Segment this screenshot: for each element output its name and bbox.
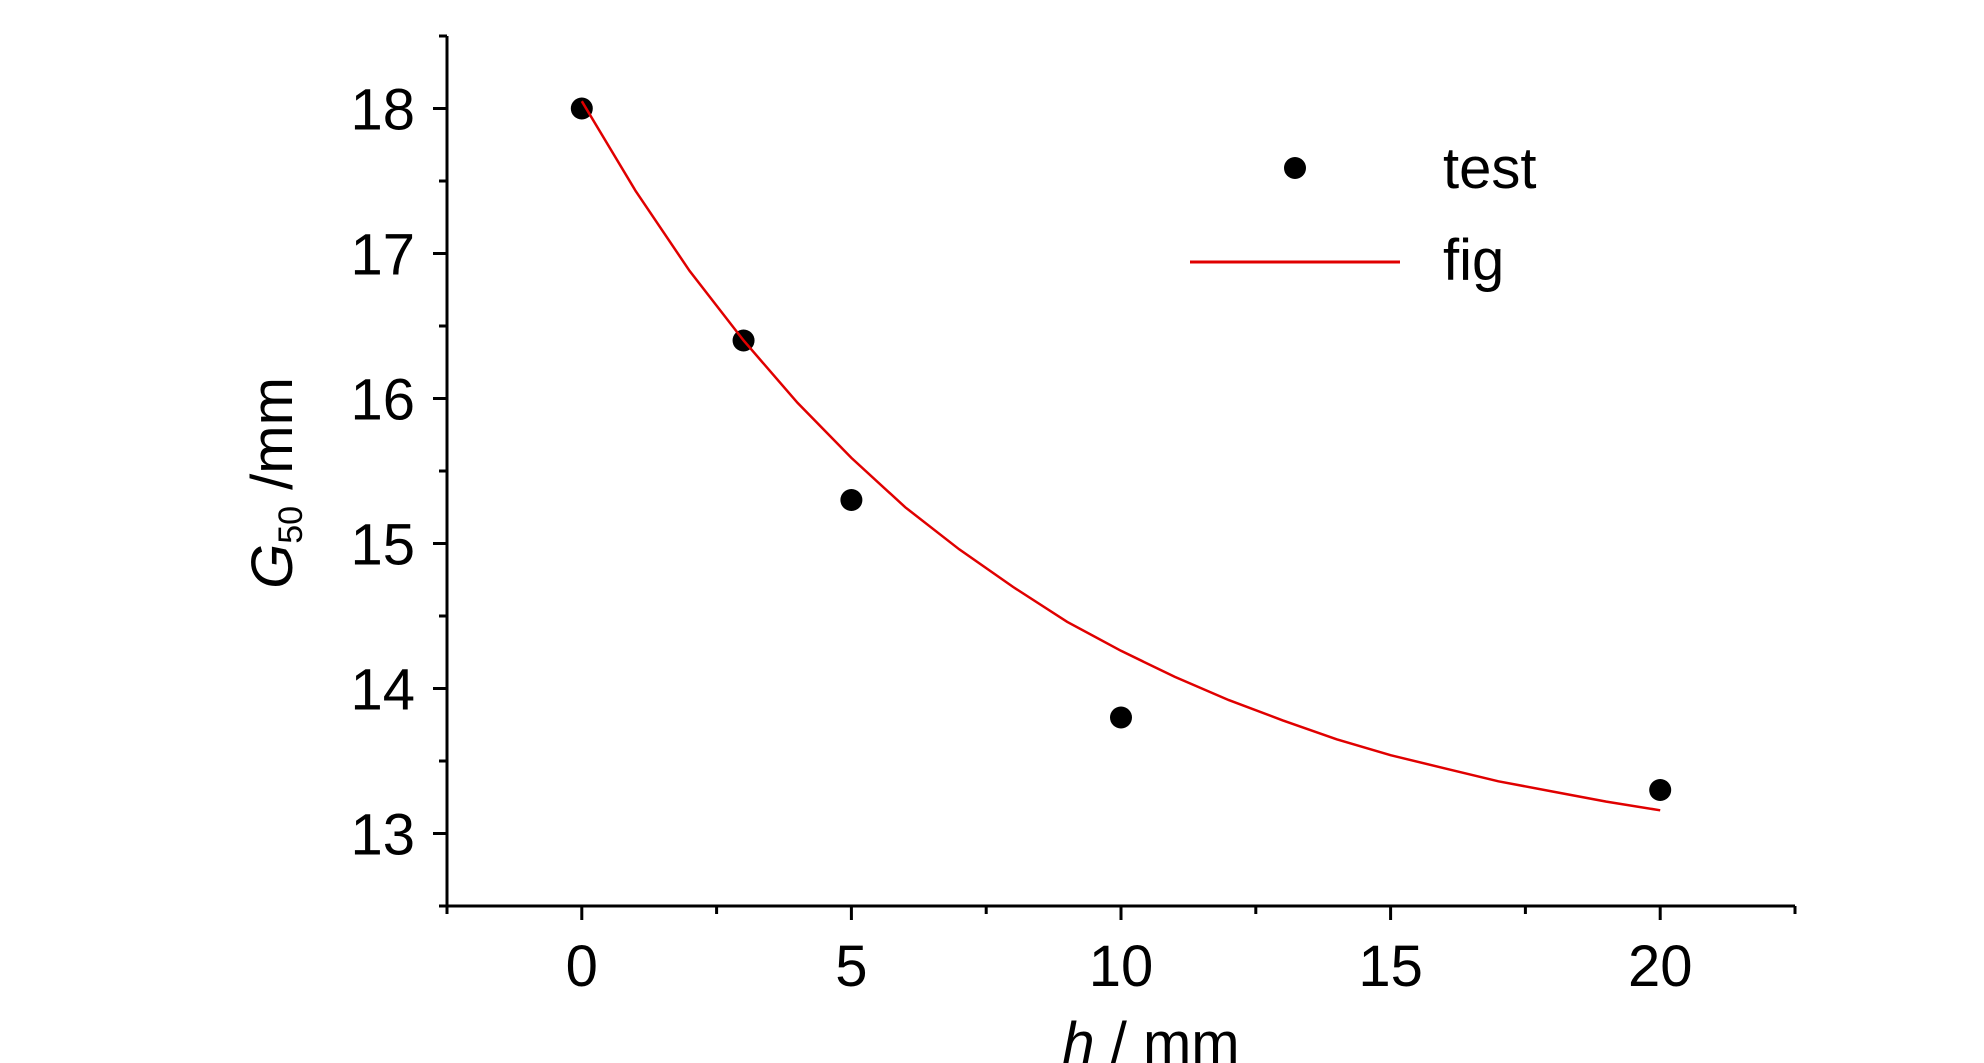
data-point-test bbox=[1110, 706, 1132, 729]
y-tick-label: 15 bbox=[350, 513, 415, 578]
x-axis-title-unit: / mm bbox=[1095, 1011, 1240, 1063]
plot-area bbox=[570, 97, 1672, 812]
y-axis-title-subscript: 50 bbox=[272, 506, 310, 544]
legend-label-test: test bbox=[1443, 136, 1537, 201]
axes bbox=[445, 36, 1795, 908]
fit-line-fig bbox=[580, 100, 1661, 812]
y-tick-label: 16 bbox=[350, 368, 415, 433]
legend-label-fig: fig bbox=[1443, 228, 1504, 293]
y-tick-label: 18 bbox=[350, 78, 415, 143]
y-axis-title-var: G bbox=[240, 544, 305, 589]
y-tick-label: 13 bbox=[350, 803, 415, 868]
x-tick-label: 0 bbox=[566, 934, 598, 999]
ticks: 0 5 10 15 20 13 14 15 16 17 18 bbox=[350, 34, 1797, 999]
y-axis-title-unit: /mm bbox=[240, 377, 305, 506]
legend-marker-test bbox=[1284, 157, 1306, 179]
y-tick-label: 17 bbox=[350, 223, 415, 288]
data-point-test bbox=[570, 97, 593, 120]
legend: test fig bbox=[1190, 136, 1537, 293]
x-tick-label: 20 bbox=[1628, 934, 1693, 999]
x-tick-label: 15 bbox=[1358, 934, 1423, 999]
y-axis-title: G50 /mm bbox=[240, 377, 310, 589]
x-axis-title-var: h bbox=[1062, 1011, 1094, 1063]
y-tick-label: 14 bbox=[350, 658, 415, 723]
x-tick-label: 5 bbox=[835, 934, 867, 999]
data-point-test bbox=[1649, 779, 1672, 801]
data-point-test bbox=[840, 489, 863, 511]
x-axis-title: h / mm bbox=[1062, 1011, 1239, 1063]
x-tick-label: 10 bbox=[1089, 934, 1154, 999]
